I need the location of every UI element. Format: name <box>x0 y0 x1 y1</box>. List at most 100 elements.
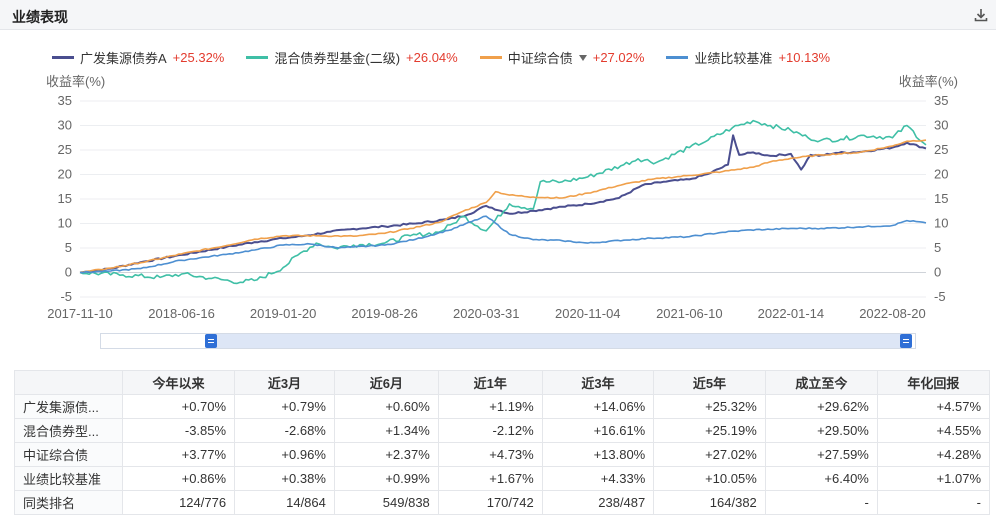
row-name: 广发集源债... <box>14 394 123 419</box>
table-cell: -3.85% <box>121 418 236 443</box>
column-header: 今年以来 <box>121 370 236 395</box>
row-name: 业绩比较基准 <box>14 466 123 491</box>
table-cell: +14.06% <box>541 394 655 419</box>
table-cell: +0.99% <box>333 466 439 491</box>
y-tick-label-right: 10 <box>934 216 948 231</box>
y-tick-label-right: 0 <box>934 265 941 280</box>
table-cell: +4.55% <box>876 418 991 443</box>
legend-value: +10.13% <box>778 50 831 65</box>
range-slider-right-handle[interactable] <box>900 334 912 348</box>
table-cell: +1.07% <box>876 466 991 491</box>
range-slider-left-handle[interactable] <box>205 334 217 348</box>
table-cell: +25.32% <box>653 394 766 419</box>
table-cell: 164/382 <box>653 490 766 515</box>
chart-legend: 广发集源债券A +25.32% 混合债券型基金(二级) +26.04% 中证综合债 +27… <box>52 47 852 67</box>
column-header: 近3月 <box>234 370 335 395</box>
section-header: 业绩表现 <box>0 0 996 30</box>
table-header-row: 今年以来 近3月 近6月 近1年 近3年 近5年 成立至今 年化回报 <box>14 370 991 395</box>
y-tick-label-left: 5 <box>65 240 72 255</box>
series-line <box>79 119 927 285</box>
table-row: 同类排名 124/776 14/864 549/838 170/742 238/487 16… <box>14 490 991 515</box>
table-cell: +0.79% <box>234 394 335 419</box>
y-tick-label-left: -5 <box>60 289 72 304</box>
performance-table: 今年以来 近3月 近6月 近1年 近3年 近5年 成立至今 年化回报 广发集源债... +0.7… <box>14 370 991 515</box>
row-name: 混合债券型... <box>14 418 123 443</box>
table-cell: 170/742 <box>437 490 543 515</box>
legend-item[interactable]: 广发集源债券A +25.32% <box>52 48 224 67</box>
y-tick-label-right: 35 <box>934 93 948 108</box>
table-cell: +4.28% <box>876 442 991 467</box>
table-cell: +13.80% <box>541 442 655 467</box>
table-cell: +29.50% <box>764 418 878 443</box>
x-tick-label: 2020-03-31 <box>453 306 520 321</box>
table-cell: +0.70% <box>121 394 236 419</box>
y-tick-label-left: 15 <box>58 191 72 206</box>
legend-swatch <box>246 56 269 59</box>
y-tick-label-right: 15 <box>934 191 948 206</box>
legend-swatch <box>666 56 689 59</box>
download-icon[interactable] <box>972 6 990 24</box>
column-header: 近6月 <box>333 370 439 395</box>
y-tick-label-right: 5 <box>934 240 941 255</box>
y-axis-label-left: 收益率(%) <box>46 74 105 89</box>
table-cell: 14/864 <box>234 490 335 515</box>
y-tick-label-left: 25 <box>58 142 72 157</box>
y-tick-label-right: -5 <box>934 289 946 304</box>
series-line <box>79 139 927 274</box>
range-slider-selection[interactable] <box>211 334 906 348</box>
y-tick-label-left: 10 <box>58 216 72 231</box>
y-tick-label-right: 20 <box>934 167 948 182</box>
column-header: 近5年 <box>653 370 766 395</box>
x-tick-label: 2019-08-26 <box>351 306 418 321</box>
row-name: 中证综合债 <box>14 442 123 467</box>
table-cell: +25.19% <box>653 418 766 443</box>
legend-name: 业绩比较基准 <box>694 51 773 66</box>
table-cell: +2.37% <box>333 442 439 467</box>
column-header: 年化回报 <box>876 370 991 395</box>
caret-down-icon[interactable] <box>578 54 587 61</box>
row-name: 同类排名 <box>14 490 123 515</box>
legend-value: +25.32% <box>172 50 225 65</box>
legend-value: +27.02% <box>592 50 645 65</box>
table-row: 广发集源债... +0.70% +0.79% +0.60% +1.19% +14.06% +… <box>14 394 991 419</box>
table-corner-cell <box>14 370 123 395</box>
x-tick-label: 2022-08-20 <box>859 306 926 321</box>
column-header: 成立至今 <box>764 370 878 395</box>
y-tick-label-right: 25 <box>934 142 948 157</box>
legend-item[interactable]: 混合债券型基金(二级) +26.04% <box>246 48 458 67</box>
section-title: 业绩表现 <box>12 9 68 25</box>
y-axis-label-right: 收益率(%) <box>899 74 958 89</box>
y-tick-label-left: 30 <box>58 118 72 133</box>
table-cell: +0.38% <box>234 466 335 491</box>
x-tick-label: 2019-01-20 <box>250 306 317 321</box>
table-cell: +4.33% <box>541 466 655 491</box>
range-slider[interactable] <box>100 333 916 349</box>
x-tick-label: 2018-06-16 <box>148 306 215 321</box>
y-tick-label-left: 35 <box>58 93 72 108</box>
table-cell: +0.60% <box>333 394 439 419</box>
legend-name: 广发集源债券A <box>80 51 167 66</box>
y-tick-label-left: 0 <box>65 265 72 280</box>
table-row: 中证综合债 +3.77% +0.96% +2.37% +4.73% +13.80% +27.… <box>14 442 991 467</box>
table-cell: +6.40% <box>764 466 878 491</box>
legend-item[interactable]: 业绩比较基准 +10.13% <box>666 48 830 67</box>
table-cell: +27.59% <box>764 442 878 467</box>
legend-item[interactable]: 中证综合债 +27.02% <box>479 48 645 67</box>
table-cell: +27.02% <box>653 442 766 467</box>
table-cell: +0.86% <box>121 466 236 491</box>
x-tick-label: 2021-06-10 <box>656 306 723 321</box>
table-cell: +29.62% <box>764 394 878 419</box>
series-line <box>79 215 927 274</box>
table-cell: 238/487 <box>541 490 655 515</box>
legend-name: 混合债券型基金(二级) <box>274 51 401 66</box>
table-cell: +16.61% <box>541 418 655 443</box>
table-cell: +3.77% <box>121 442 236 467</box>
x-tick-label: 2020-11-04 <box>555 306 621 321</box>
table-cell: 549/838 <box>333 490 439 515</box>
table-cell: - <box>764 490 878 515</box>
table-cell: -2.68% <box>234 418 335 443</box>
table-cell: -2.12% <box>437 418 543 443</box>
table-row: 业绩比较基准 +0.86% +0.38% +0.99% +1.67% +4.33% +10.… <box>14 466 991 491</box>
table-cell: +4.73% <box>437 442 543 467</box>
table-cell: +4.57% <box>876 394 991 419</box>
